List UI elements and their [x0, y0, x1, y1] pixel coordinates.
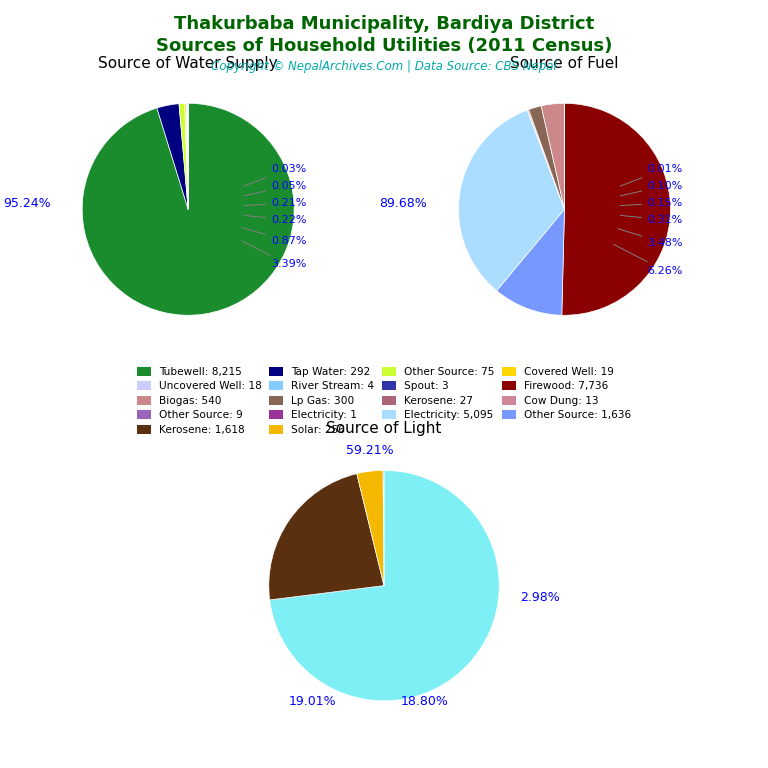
Wedge shape [157, 104, 188, 209]
Text: 18.80%: 18.80% [400, 695, 449, 708]
Text: 0.21%: 0.21% [244, 198, 306, 208]
Title: Source of Water Supply: Source of Water Supply [98, 57, 278, 71]
Legend: Tubewell: 8,215, Uncovered Well: 18, Biogas: 540, Other Source: 9, Kerosene: 1,6: Tubewell: 8,215, Uncovered Well: 18, Bio… [137, 367, 631, 435]
Text: Sources of Household Utilities (2011 Census): Sources of Household Utilities (2011 Cen… [156, 37, 612, 55]
Title: Source of Light: Source of Light [326, 422, 442, 436]
Wedge shape [497, 209, 564, 315]
Wedge shape [528, 110, 564, 209]
Wedge shape [357, 471, 384, 585]
Text: 0.03%: 0.03% [243, 164, 306, 186]
Wedge shape [528, 106, 564, 209]
Wedge shape [186, 104, 188, 209]
Text: 19.01%: 19.01% [289, 695, 336, 708]
Text: 59.21%: 59.21% [346, 444, 394, 456]
Wedge shape [269, 474, 384, 600]
Text: 3.39%: 3.39% [241, 241, 306, 270]
Text: 6.26%: 6.26% [614, 244, 683, 276]
Wedge shape [561, 103, 670, 315]
Wedge shape [458, 110, 564, 290]
Text: 3.48%: 3.48% [618, 229, 683, 248]
Text: 0.87%: 0.87% [242, 227, 306, 246]
Text: 0.10%: 0.10% [621, 181, 683, 196]
Wedge shape [527, 110, 564, 209]
Text: 89.68%: 89.68% [379, 197, 427, 210]
Title: Source of Fuel: Source of Fuel [510, 57, 619, 71]
Text: Thakurbaba Municipality, Bardiya District: Thakurbaba Municipality, Bardiya Distric… [174, 15, 594, 33]
Wedge shape [185, 104, 188, 209]
Wedge shape [541, 104, 564, 209]
Text: 0.22%: 0.22% [244, 215, 306, 225]
Wedge shape [270, 470, 499, 700]
Text: 0.01%: 0.01% [620, 164, 683, 186]
Wedge shape [383, 470, 384, 585]
Wedge shape [82, 103, 294, 315]
Text: 0.31%: 0.31% [621, 215, 683, 225]
Text: 95.24%: 95.24% [3, 197, 51, 210]
Wedge shape [179, 104, 188, 209]
Text: 0.05%: 0.05% [244, 181, 306, 196]
Text: 0.15%: 0.15% [621, 198, 683, 208]
Text: 2.98%: 2.98% [520, 591, 560, 604]
Text: Copyright © NepalArchives.Com | Data Source: CBS Nepal: Copyright © NepalArchives.Com | Data Sou… [211, 60, 557, 73]
